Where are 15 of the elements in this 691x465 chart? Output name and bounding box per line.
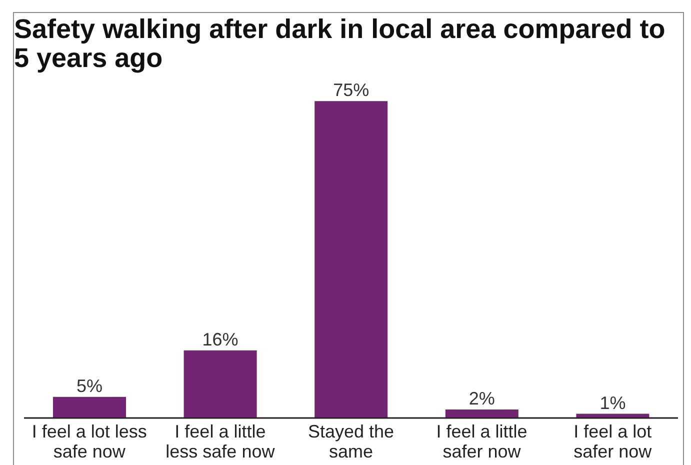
bar (184, 350, 257, 418)
data-label: 1% (600, 392, 626, 413)
chart-title: Safety walking after dark in local area compared to 5 years ago (14, 14, 666, 73)
x-tick-label: I feel a little safer now (436, 421, 528, 462)
data-label: 5% (76, 376, 103, 396)
x-tick-label: Stayed the same (308, 421, 394, 462)
x-tick-label: I feel a lot less safe now (32, 421, 147, 462)
data-label: 75% (333, 80, 370, 100)
bar (445, 410, 518, 418)
bar (314, 101, 388, 418)
bar (53, 396, 126, 418)
x-tick-label: I feel a little less safe now (166, 421, 276, 462)
x-tick-label: I feel a lot safer now (574, 421, 653, 462)
data-label: 16% (202, 329, 238, 350)
data-label: 2% (468, 388, 495, 409)
